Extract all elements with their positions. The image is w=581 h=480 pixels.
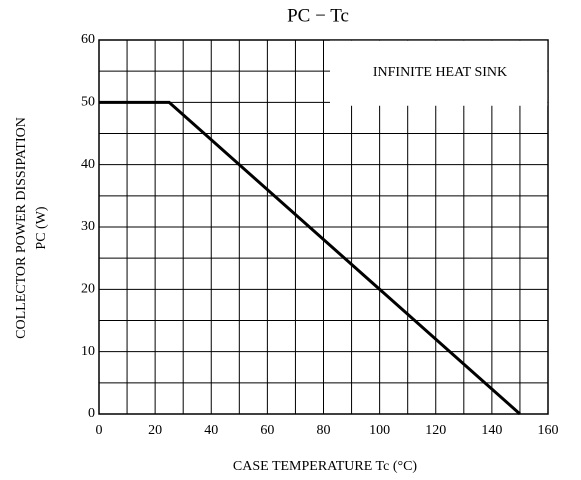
y-axis-label: COLLECTOR POWER DISSIPATION — [14, 117, 29, 339]
y-tick-label: 10 — [81, 344, 95, 359]
plot-frame — [98, 39, 549, 415]
annotation: INFINITE HEAT SINK — [373, 65, 507, 80]
y-tick-label: 50 — [81, 95, 95, 110]
x-tick-label: 20 — [148, 423, 162, 438]
y-tick-label: 20 — [81, 282, 95, 297]
annotation-box — [330, 40, 548, 106]
data-line — [99, 100, 521, 416]
y-tick-label: 30 — [81, 219, 95, 234]
x-tick-label: 60 — [260, 423, 274, 438]
chart-title: PC − Tc — [287, 5, 349, 26]
x-tick-label: 160 — [538, 423, 559, 438]
y-tick-label: 40 — [81, 157, 95, 172]
x-tick-label: 0 — [96, 423, 103, 438]
y-axis-label: PC (W) — [34, 206, 49, 250]
x-tick-label: 120 — [425, 423, 446, 438]
y-tick-label: 60 — [81, 32, 95, 47]
x-axis-label: CASE TEMPERATURE Tc (°C) — [233, 459, 418, 474]
x-tick-label: 40 — [204, 423, 218, 438]
x-tick-label: 80 — [317, 423, 331, 438]
x-tick-label: 100 — [369, 423, 390, 438]
y-tick-label: 0 — [88, 406, 95, 421]
x-tick-label: 140 — [481, 423, 502, 438]
